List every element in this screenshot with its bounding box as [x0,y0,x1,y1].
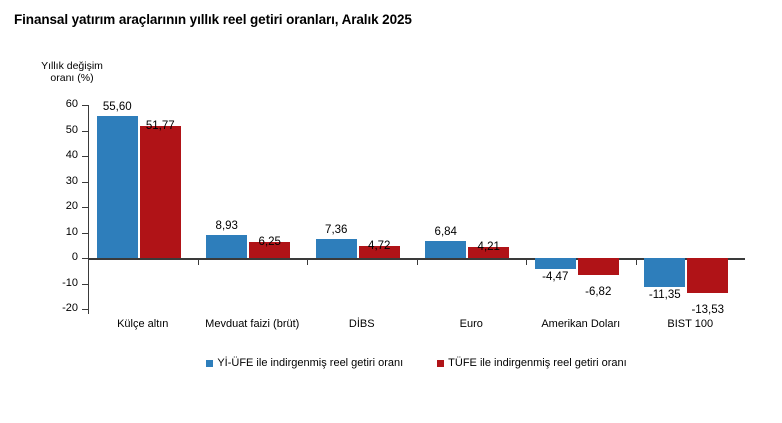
y-tick-mark [82,232,88,234]
bar-value-label: 55,60 [102,101,132,114]
y-axis-line [88,105,89,314]
y-tick-label: 40 [65,149,78,161]
bar[interactable] [577,258,619,276]
y-tick-mark [82,181,88,183]
y-tick-label: 0 [71,251,78,263]
category-label: BIST 100 [667,318,714,330]
bar-value-label: 6,84 [434,225,457,238]
category-label: Euro [459,318,483,330]
bar-value-label: 6,25 [258,236,281,249]
bar-value-label: -6,82 [585,286,612,299]
y-tick-mark [82,130,88,132]
legend-swatch-icon [206,359,214,367]
category-label: Amerikan Doları [541,318,621,330]
category-separator [417,259,418,265]
bar-value-label: 51,77 [145,119,175,132]
y-tick-label: 20 [65,200,78,212]
y-tick-mark [82,105,88,106]
bar[interactable] [687,258,729,293]
y-tick-label: -20 [62,302,78,314]
zero-baseline [88,258,745,260]
y-tick-label: 30 [65,174,78,187]
y-axis-title-line-1: Yıllık değişim [41,60,103,72]
bar-value-label: -4,47 [542,271,569,284]
category-separator [307,259,308,265]
y-axis-title-line-2: oranı (%) [50,72,94,84]
bar[interactable] [249,242,291,258]
bar[interactable] [425,240,467,258]
y-tick-mark [82,283,88,285]
chart-legend: Yİ-ÜFE ile indirgenmiş reel getiri oranı… [88,357,745,369]
y-tick-label: -10 [62,276,78,289]
bar[interactable] [315,239,357,258]
bar-value-label: -11,35 [648,288,681,301]
category-separator [636,259,637,265]
legend-label: TÜFE ile indirgenmiş reel getiri oranı [448,357,627,369]
y-tick-mark [82,258,88,259]
bar-value-label: 8,93 [215,220,238,233]
chart-title: Finansal yatırım araçlarının yıllık reel… [14,12,412,27]
legend-item[interactable]: Yİ-ÜFE ile indirgenmiş reel getiri oranı [206,357,403,369]
category-label: Mevduat faizi (brüt) [205,318,300,330]
bar[interactable] [644,258,686,287]
y-tick-label: 60 [65,98,78,110]
bar[interactable] [206,235,248,258]
y-tick-mark [82,207,88,208]
bar-value-label: 4,21 [477,241,500,254]
y-tick-label: 10 [65,225,78,238]
legend-swatch-icon [437,359,445,367]
y-axis-title: Yıllık değişim oranı (%) [20,60,124,84]
category-separator [526,259,527,265]
bar-value-label: 7,36 [325,224,348,237]
y-tick-mark [82,309,88,310]
bar[interactable] [534,258,576,270]
y-tick-label: 50 [65,123,78,136]
y-tick-mark [82,156,88,157]
category-label: Külçe altın [117,318,169,330]
legend-label: Yİ-ÜFE ile indirgenmiş reel getiri oranı [217,357,404,369]
bar[interactable] [358,245,400,258]
category-separator [198,259,199,265]
bar[interactable] [139,125,181,258]
legend-item[interactable]: TÜFE ile indirgenmiş reel getiri oranı [437,357,627,369]
bar-value-label: 4,72 [368,239,391,252]
bar-value-label: -13,53 [691,303,725,316]
bar[interactable] [96,116,138,258]
bar[interactable] [468,247,510,258]
category-label: DİBS [348,318,375,330]
